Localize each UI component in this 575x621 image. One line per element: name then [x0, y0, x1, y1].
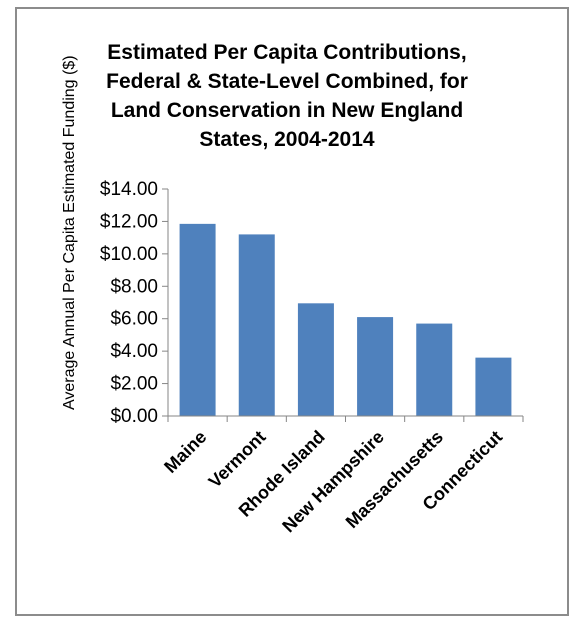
y-axis-label: Average Annual Per Capita Estimated Fund…: [61, 55, 78, 410]
y-tick-label: $14.00: [100, 179, 158, 200]
y-axis-ticks: $0.00 $2.00 $4.00 $6.00 $8.00 $10.00 $12.00 $14…: [100, 179, 168, 427]
axes: [167, 189, 524, 422]
chart-frame: [15, 7, 569, 616]
y-tick-label: $0.00: [110, 406, 158, 427]
x-category-label: New Hampshire: [278, 427, 388, 537]
y-tick-label: $12.00: [100, 211, 158, 232]
bar-rhode-island: [297, 303, 334, 416]
bars: [179, 223, 512, 416]
chart-title-line-3: Land Conservation in New England: [111, 99, 463, 122]
y-tick-label: $6.00: [110, 309, 158, 330]
chart-title-line-1: Estimated Per Capita Contributions,: [107, 41, 466, 64]
y-tick-label: $8.00: [110, 276, 158, 297]
x-category-label: Maine: [160, 427, 210, 477]
bar-maine: [179, 223, 216, 416]
chart-title-line-2: Federal & State-Level Combined, for: [106, 70, 468, 93]
y-tick-label: $4.00: [110, 341, 158, 362]
chart-title: Estimated Per Capita Contributions, Fede…: [106, 41, 468, 151]
bar-connecticut: [475, 357, 512, 416]
bar-vermont: [238, 234, 275, 416]
y-tick-label: $2.00: [110, 374, 158, 395]
bar-new-hampshire: [357, 317, 394, 416]
chart-title-line-4: States, 2004-2014: [199, 128, 374, 151]
y-tick-label: $10.00: [100, 244, 158, 265]
bar-massachusetts: [416, 323, 453, 416]
